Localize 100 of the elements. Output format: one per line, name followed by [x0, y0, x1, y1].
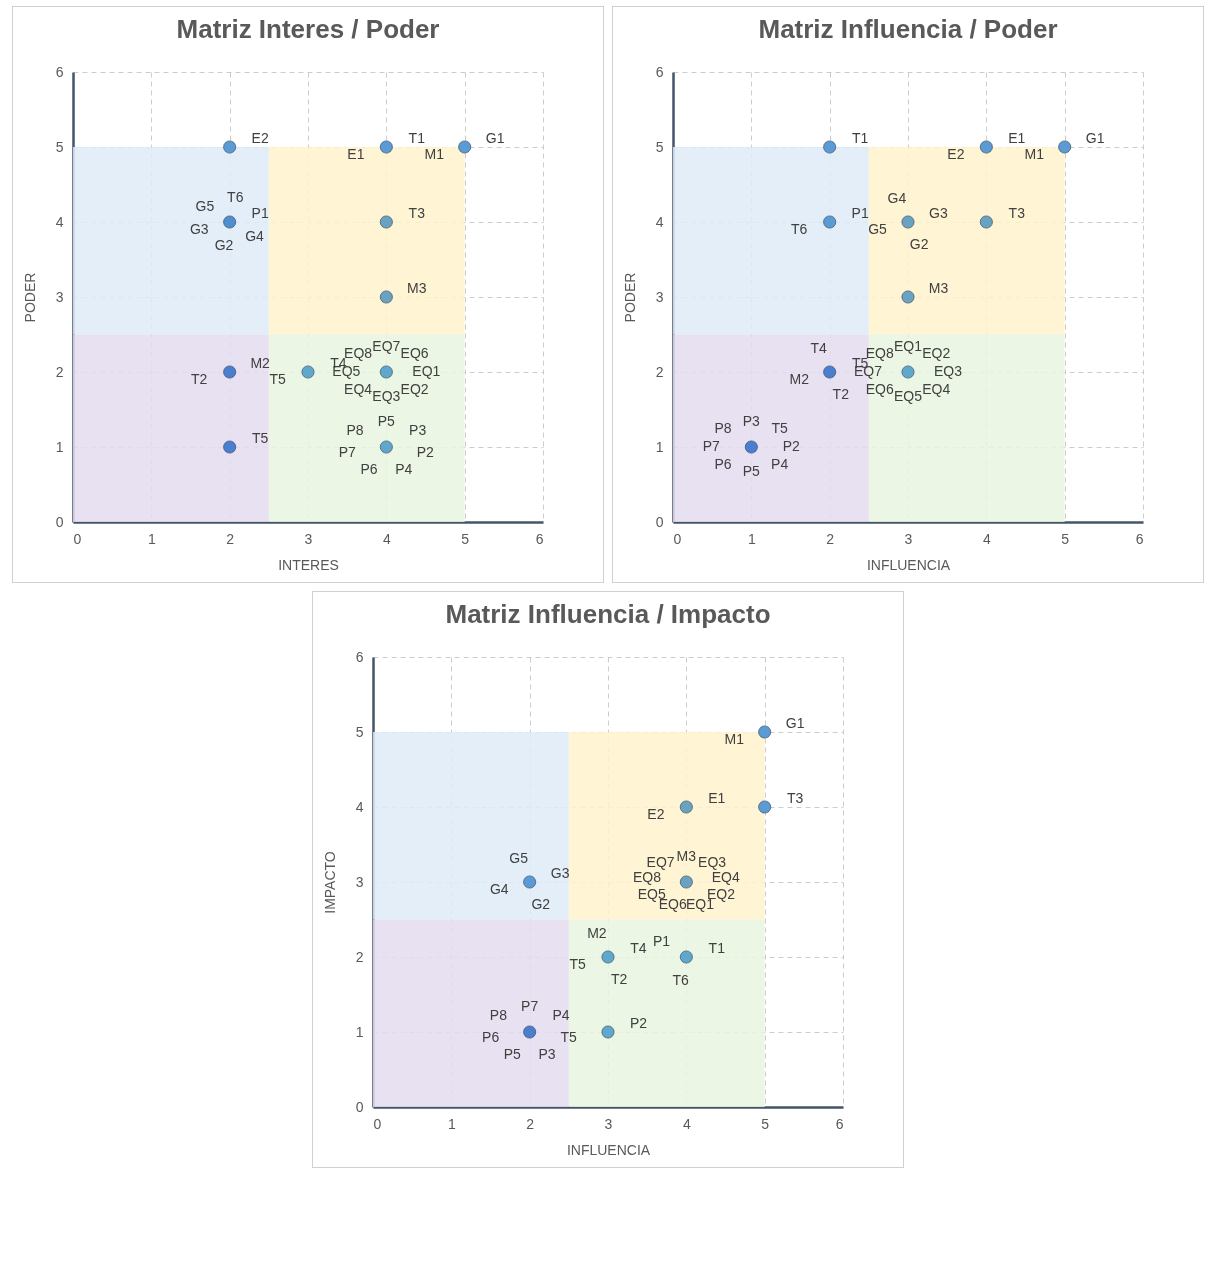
x-tick-label: 2 — [525, 1115, 534, 1132]
annotation: M1 — [423, 146, 444, 163]
annotation: T5 — [770, 420, 788, 437]
annotation: M1 — [1023, 146, 1044, 163]
x-tick-label: 6 — [1135, 530, 1144, 547]
chart-title: Matriz Influencia / Poder — [757, 14, 1058, 44]
y-tick-label: 1 — [355, 1023, 364, 1040]
annotation: E2 — [646, 806, 665, 823]
annotation: G3 — [928, 204, 948, 221]
annotation: T1 — [851, 129, 868, 146]
x-axis-title: INFLUENCIA — [566, 1141, 651, 1158]
y-axis-title: PODER — [621, 272, 638, 323]
annotation: P1 — [851, 204, 869, 221]
annotation: T3 — [786, 789, 803, 806]
x-tick-label: 2 — [225, 530, 234, 547]
annotation: G1 — [785, 714, 805, 731]
point — [379, 440, 393, 454]
annotation: EQ3 — [697, 853, 726, 870]
point — [822, 215, 836, 229]
annotation: EQ5 — [893, 388, 922, 404]
x-tick-label: 5 — [1060, 530, 1069, 547]
point — [901, 290, 914, 304]
annotation: M3 — [676, 848, 696, 864]
annotation: G4 — [489, 881, 509, 898]
point — [222, 440, 236, 454]
y-tick-label: 6 — [655, 63, 664, 80]
y-tick-label: 6 — [55, 63, 64, 80]
point — [1057, 140, 1071, 154]
annotation: P5 — [503, 1045, 521, 1062]
annotation: P5 — [377, 413, 395, 429]
y-tick-label: 0 — [355, 1098, 364, 1115]
annotation: P1 — [251, 204, 269, 221]
x-tick-label: 1 — [447, 1115, 456, 1132]
annotation: P7 — [702, 438, 720, 454]
annotation: P7 — [520, 998, 538, 1014]
annotation: E2 — [251, 129, 269, 146]
annotation: EQ6 — [400, 345, 429, 362]
annotation: M2 — [788, 371, 809, 388]
y-tick-label: 3 — [55, 288, 64, 305]
x-tick-label: 6 — [535, 530, 544, 547]
annotation: EQ4 — [921, 380, 950, 397]
annotation: EQ7 — [646, 853, 675, 870]
annotation: G4 — [887, 190, 906, 207]
annotation: M1 — [723, 731, 744, 748]
point — [222, 365, 236, 379]
annotation: P3 — [537, 1045, 556, 1062]
annotation: T2 — [190, 371, 208, 388]
annotation: EQ7 — [371, 338, 401, 354]
point — [222, 215, 236, 229]
annotation: P1 — [652, 932, 670, 949]
x-tick-label: 5 — [760, 1115, 769, 1132]
x-tick-label: 3 — [604, 1115, 613, 1132]
annotation: T6 — [672, 971, 689, 988]
annotation: T3 — [1008, 204, 1025, 221]
y-axis-title: PODER — [21, 272, 38, 323]
annotation: P3 — [408, 422, 426, 439]
annotation: G1 — [485, 129, 505, 146]
point — [822, 365, 836, 379]
annotation: EQ1 — [893, 338, 922, 354]
annotation: P6 — [713, 455, 732, 472]
x-tick-label: 4 — [682, 1115, 691, 1132]
x-tick-label: 3 — [904, 530, 913, 547]
x-tick-label: 0 — [373, 1115, 381, 1132]
point — [979, 140, 993, 154]
x-tick-label: 1 — [147, 530, 156, 547]
point — [679, 950, 693, 964]
annotation: G2 — [214, 236, 234, 253]
point — [901, 215, 914, 229]
x-tick-label: 6 — [835, 1115, 844, 1132]
point — [301, 365, 314, 379]
annotation: EQ8 — [632, 868, 661, 885]
annotation: T5 — [251, 429, 268, 446]
point — [379, 290, 393, 304]
annotation: G3 — [550, 864, 570, 881]
annotation: T3 — [408, 204, 425, 221]
point — [901, 365, 914, 379]
annotation: T1 — [708, 939, 725, 956]
y-tick-label: 6 — [355, 648, 364, 665]
annotation: P5 — [742, 463, 760, 479]
x-tick-label: 3 — [304, 530, 313, 547]
y-tick-label: 1 — [655, 438, 664, 455]
point — [822, 140, 836, 154]
annotation: EQ6 — [865, 380, 894, 397]
annotation: G3 — [189, 221, 209, 238]
annotation: P3 — [742, 413, 760, 429]
y-tick-label: 5 — [55, 138, 64, 155]
annotation: M2 — [586, 925, 607, 942]
y-tick-label: 0 — [55, 513, 64, 530]
y-tick-label: 3 — [655, 288, 664, 305]
annotation: P2 — [782, 438, 800, 454]
annotation: G4 — [244, 228, 264, 245]
x-tick-label: 0 — [73, 530, 81, 547]
annotation: T6 — [226, 189, 244, 206]
annotation: P4 — [394, 460, 412, 477]
annotation: P8 — [489, 1007, 507, 1024]
annotation: P7 — [338, 443, 356, 460]
y-tick-label: 2 — [655, 363, 664, 380]
point — [679, 800, 693, 814]
y-tick-label: 4 — [55, 213, 64, 230]
point — [757, 725, 771, 739]
